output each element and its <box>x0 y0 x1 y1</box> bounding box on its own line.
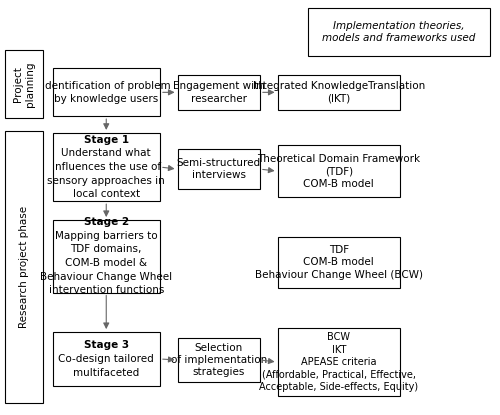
Text: Stage 3: Stage 3 <box>84 340 129 350</box>
Bar <box>52 332 160 386</box>
Text: Mapping barriers to: Mapping barriers to <box>55 231 158 241</box>
Text: Research project phase: Research project phase <box>18 205 29 328</box>
Bar <box>178 149 260 189</box>
Text: Integrated KnowledgeTranslation
(IKT): Integrated KnowledgeTranslation (IKT) <box>252 81 425 103</box>
Bar <box>52 133 160 201</box>
Text: Engagement with
researcher: Engagement with researcher <box>173 81 264 103</box>
Text: sensory approaches in: sensory approaches in <box>48 176 165 186</box>
Bar <box>178 338 260 382</box>
Text: Understand what: Understand what <box>62 149 151 159</box>
Text: intervention functions: intervention functions <box>48 285 164 295</box>
Text: Implementation theories,
models and frameworks used: Implementation theories, models and fram… <box>322 21 476 43</box>
Bar <box>5 131 43 403</box>
Text: Stage 1: Stage 1 <box>84 135 129 145</box>
Bar <box>278 237 400 288</box>
Text: local context: local context <box>72 189 140 199</box>
Text: Co-design tailored: Co-design tailored <box>58 354 154 364</box>
Bar <box>278 328 400 396</box>
Bar <box>308 8 490 56</box>
Bar <box>5 50 43 118</box>
Bar <box>52 220 160 293</box>
Bar <box>278 145 400 197</box>
Text: Stage 2: Stage 2 <box>84 217 129 227</box>
Bar <box>52 68 160 116</box>
Text: influences the use of: influences the use of <box>52 162 161 172</box>
Text: Selection
of implementation
strategies: Selection of implementation strategies <box>170 343 267 377</box>
Bar <box>278 75 400 110</box>
Text: BCW
IKT
APEASE criteria
(Affordable, Practical, Effective,
Acceptable, Side-effe: BCW IKT APEASE criteria (Affordable, Pra… <box>259 332 418 392</box>
Text: Project
planning: Project planning <box>13 61 34 107</box>
Text: TDF domains,: TDF domains, <box>70 244 142 254</box>
Text: TDF
COM-B model
Behaviour Change Wheel (BCW): TDF COM-B model Behaviour Change Wheel (… <box>255 245 423 280</box>
Text: Semi-structured
interviews: Semi-structured interviews <box>176 158 261 180</box>
Text: Theoretical Domain Framework
(TDF)
COM-B model: Theoretical Domain Framework (TDF) COM-B… <box>257 154 420 188</box>
Text: Identification of problem
by knowledge users: Identification of problem by knowledge u… <box>42 81 170 103</box>
Text: COM-B model &: COM-B model & <box>65 258 148 268</box>
Text: multifaceted: multifaceted <box>73 368 140 378</box>
Bar <box>178 75 260 110</box>
Text: Behaviour Change Wheel: Behaviour Change Wheel <box>40 271 172 281</box>
